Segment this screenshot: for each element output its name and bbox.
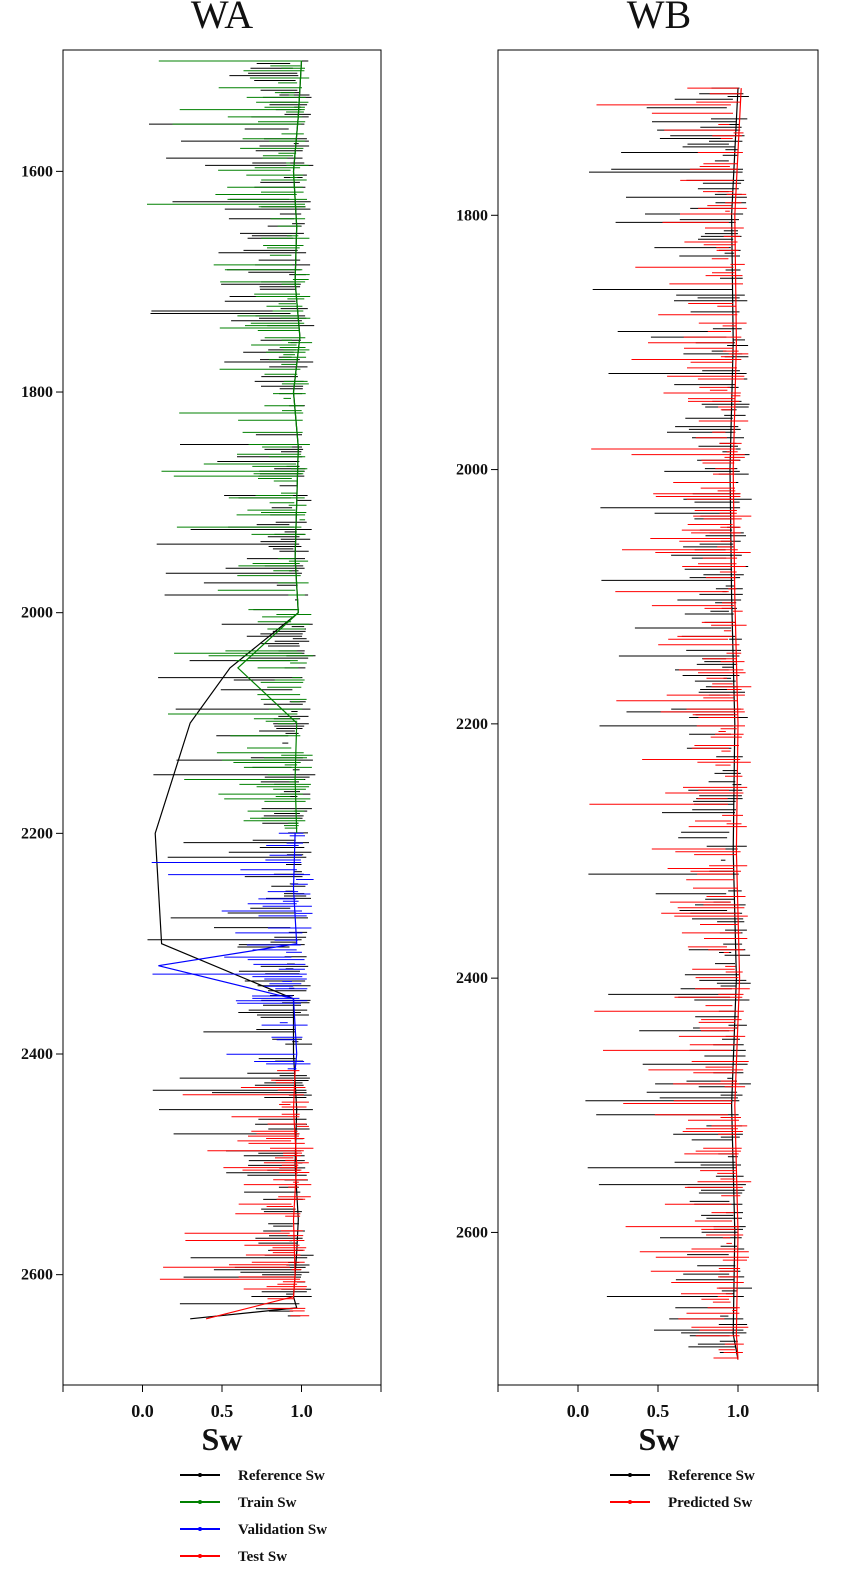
x-tick-label: 0.0 [131, 1401, 154, 1421]
chart-title: WA [191, 0, 253, 37]
y-tick-label: 2600 [21, 1267, 53, 1284]
x-tick-label: 0.5 [647, 1401, 670, 1421]
legend-marker [198, 1500, 202, 1504]
y-tick-label: 2600 [456, 1224, 488, 1241]
y-tick-label: 2000 [456, 462, 488, 479]
x-tick-label: 1.0 [727, 1401, 750, 1421]
x-tick-label: 1.0 [290, 1401, 313, 1421]
legend-label: Reference Sw [668, 1468, 755, 1484]
legend-marker [628, 1473, 632, 1477]
series-predicted-sw [589, 87, 752, 1360]
legend-marker [198, 1554, 202, 1558]
series-test-sw [159, 1070, 314, 1320]
series-line [237, 60, 303, 834]
y-tick-label: 2200 [456, 716, 488, 733]
x-tick-label: 0.0 [567, 1401, 590, 1421]
y-tick-label: 1600 [21, 163, 53, 180]
legend-label: Predicted Sw [668, 1495, 752, 1511]
series-reference-sw [147, 60, 316, 1320]
legend-marker [198, 1473, 202, 1477]
legend-label: Train Sw [238, 1495, 297, 1511]
y-tick-label: 2000 [21, 605, 53, 622]
y-tick-label: 2400 [456, 970, 488, 987]
legend-marker [628, 1500, 632, 1504]
x-axis-label: Sw [639, 1421, 680, 1457]
x-tick-label: 0.5 [211, 1401, 234, 1421]
plot-frame [62, 49, 382, 1386]
series-validation-sw [151, 832, 314, 1071]
legend-label: Reference Sw [238, 1468, 325, 1484]
legend-marker [198, 1527, 202, 1531]
y-tick-label: 2400 [21, 1046, 53, 1063]
x-axis-label: Sw [202, 1421, 243, 1457]
y-tick-label: 2200 [21, 825, 53, 842]
series-line [205, 1070, 298, 1320]
series-train-sw [147, 60, 314, 834]
legend-label: Test Sw [238, 1549, 287, 1565]
chart-panel-wb: WB 1800 2000 2200 2400 2600 0.0 0.5 1.0 Sw Ref… [456, 0, 819, 1511]
series-line [158, 833, 298, 1071]
legend-label: Validation Sw [238, 1522, 327, 1538]
series-reference-sw [585, 87, 752, 1360]
series-line [732, 88, 742, 1360]
y-tick-label: 1800 [21, 384, 53, 401]
y-tick-label: 1800 [456, 207, 488, 224]
chart-title: WB [627, 0, 691, 37]
chart-panel-wa: WA 1600 1800 2000 2200 2400 2600 0.0 0.5 1.0 Sw… [21, 0, 382, 1565]
